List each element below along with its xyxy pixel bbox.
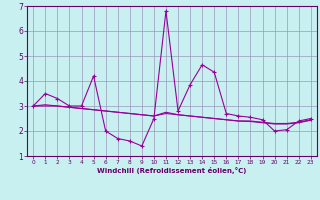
X-axis label: Windchill (Refroidissement éolien,°C): Windchill (Refroidissement éolien,°C) bbox=[97, 167, 247, 174]
